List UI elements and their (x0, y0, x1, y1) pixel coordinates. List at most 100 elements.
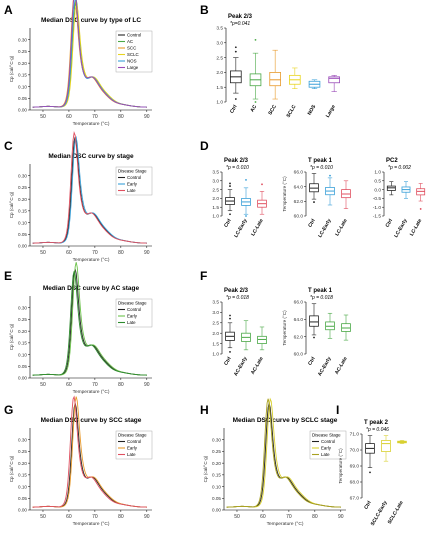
y-tick-label: 64.0 (294, 184, 304, 190)
legend-title: Disease Stage (118, 433, 147, 438)
category-label: SCLC (286, 104, 298, 119)
y-tick-label: 62.0 (294, 199, 304, 205)
y-tick-label: 0.10 (18, 220, 27, 225)
x-tick-label: 60 (260, 514, 266, 520)
y-tick-label: 0.25 (212, 449, 221, 454)
legend-entry: Control (321, 439, 335, 444)
x-tick-label: 50 (40, 382, 46, 388)
outlier-point (229, 351, 231, 353)
y-tick-label: 69.0 (350, 464, 360, 470)
x-tick-label: 70 (92, 114, 98, 120)
category-label: LC-Late (409, 218, 424, 237)
x-tick-label: 80 (118, 250, 124, 256)
legend-entry: Early (127, 314, 138, 319)
chart-title: T peak 1 (308, 288, 333, 294)
y-tick-label: 60.0 (294, 214, 304, 220)
y-tick-label: 0.5 (374, 179, 381, 185)
category-label: Ctrl (385, 217, 395, 228)
x-tick-label: 80 (118, 514, 124, 520)
y-tick-label: 0.05 (18, 496, 27, 501)
category-label: SCLC-Late (387, 500, 405, 525)
y-tick-label: 70.0 (350, 448, 360, 454)
box-iqr (328, 76, 340, 84)
y-tick-label: 0.15 (18, 473, 27, 478)
legend-entry: Control (127, 33, 141, 38)
legend-entry: Late (127, 320, 136, 325)
category-label: Ctrl (307, 217, 317, 228)
x-tick-label: 90 (144, 514, 150, 520)
y-tick-label: 0.20 (18, 197, 27, 202)
category-label: LC-Late (334, 218, 349, 237)
y-tick-label: 62.0 (294, 334, 304, 340)
line-chart-C: Median DSC curve by stage 50 60 70 80 90 0.00 0… (9, 131, 153, 263)
y-tick-label: 0.20 (212, 461, 221, 466)
panel-letter-G: G (4, 403, 13, 417)
outlier-point (261, 183, 263, 186)
p-value-annotation: *p = 0.010 (310, 165, 333, 171)
chart-title: Peak 2/3 (224, 158, 249, 164)
y-tick-label: 1.5 (212, 341, 219, 347)
x-tick-label: 50 (40, 514, 46, 520)
outlier-point (245, 215, 247, 217)
x-tick-label: 70 (92, 250, 98, 256)
y-tick-label: 66.0 (294, 170, 304, 176)
p-value-annotation: *p = 0.002 (388, 165, 411, 171)
legend-entry: SCLC (127, 52, 139, 57)
x-tick-label: 90 (144, 250, 150, 256)
series-line (32, 395, 147, 508)
outlier-point (369, 471, 371, 474)
series-line (32, 0, 147, 108)
y-tick-label: 64.0 (294, 317, 304, 323)
box-chart-I: T peak 2*p = 0.046 67.0 68.0 69.0 70.0 71.0 Te… (338, 420, 407, 527)
y-tick-label: 0.00 (18, 376, 27, 381)
x-tick-label: 50 (40, 250, 46, 256)
category-label: AC-Early (233, 356, 249, 377)
x-tick-label: 70 (92, 382, 98, 388)
panel-letter-A: A (4, 3, 13, 17)
x-tick-label: 80 (118, 114, 124, 120)
y-tick-label: 3.0 (212, 310, 219, 316)
box-chart-D1: Peak 2/3*p = 0.010 1.0 1.5 2.0 2.5 3.0 3.5 Ctrl… (212, 158, 267, 239)
outlier-point (329, 174, 331, 177)
outlier-point (234, 98, 237, 100)
y-tick-label: 67.0 (350, 496, 360, 502)
legend-box (115, 30, 153, 73)
outlier-point (419, 208, 422, 210)
legend-title: Disease Stage (312, 433, 341, 438)
y-tick-label: 0.0 (374, 187, 381, 193)
p-value-annotation: *p = 0.010 (226, 165, 249, 171)
category-label: LC-Early (393, 218, 409, 239)
x-axis-label: Temperature (°C) (73, 521, 110, 527)
legend-entry: Late (127, 188, 136, 193)
y-tick-label: 0.00 (212, 508, 221, 513)
line-chart-E: Median DSC curve by AC stage 50 60 70 80 90 0.… (9, 262, 153, 395)
panel-letter-I: I (336, 403, 339, 417)
y-tick-label: 0.30 (18, 437, 27, 442)
x-tick-label: 60 (66, 250, 72, 256)
category-label: LC-Late (250, 218, 265, 237)
y-axis-label: Temperature (°C) (282, 310, 287, 346)
x-axis-label: Temperature (°C) (73, 257, 110, 263)
legend-entry: Control (127, 175, 141, 180)
p-value-annotation: *p = 0.018 (310, 295, 333, 301)
x-tick-label: 80 (118, 382, 124, 388)
y-tick-label: 0.15 (18, 209, 27, 214)
y-tick-label: 0.10 (18, 84, 27, 89)
y-axis-label: Cp (cal/°C·g) (9, 455, 14, 482)
y-tick-label: 2.5 (216, 55, 223, 61)
x-tick-label: 80 (312, 514, 318, 520)
outlier-point (313, 336, 315, 339)
line-chart-H: Median DSC curve by SCLC stage 50 60 70 80 90… (203, 397, 347, 527)
y-tick-label: 3.0 (212, 179, 219, 185)
y-tick-label: -1.0 (373, 205, 382, 211)
y-tick-label: 0.25 (18, 185, 27, 190)
panel-letter-B: B (200, 3, 209, 17)
y-tick-label: 0.15 (18, 341, 27, 346)
outlier-point (229, 185, 231, 187)
legend-entry: Early (127, 182, 138, 187)
outlier-point (234, 50, 237, 53)
category-label: Ctrl (229, 103, 239, 114)
box-chart-F1: Peak 2/3*p = 0.018 1.0 1.5 2.0 2.5 3.0 3.5 Ctrl… (212, 288, 267, 377)
